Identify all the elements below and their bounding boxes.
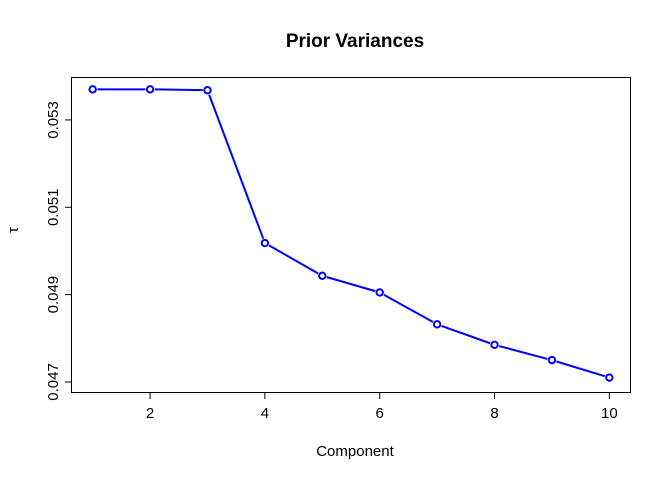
y-tick-label: 0.047 — [45, 363, 62, 401]
x-tick-label: 4 — [261, 405, 269, 422]
y-axis: 0.047 0.049 0.051 0.053 — [45, 101, 72, 401]
y-tick-label: 0.053 — [45, 101, 62, 139]
x-axis: 2 4 6 8 10 — [146, 392, 618, 422]
series-segment — [326, 276, 376, 293]
data-point — [605, 373, 614, 382]
series-segment — [498, 345, 548, 360]
data-point — [490, 340, 499, 350]
x-tick-label: 8 — [490, 405, 498, 422]
series-segment — [383, 293, 434, 323]
x-axis-label: Component — [316, 443, 394, 460]
chart-title: Prior Variances — [286, 31, 424, 52]
x-tick-label: 10 — [601, 405, 618, 422]
series-segment — [441, 324, 491, 345]
y-tick-label: 0.049 — [45, 276, 62, 314]
data-point — [203, 86, 212, 95]
data-point — [260, 238, 270, 248]
plot-frame — [71, 77, 631, 393]
data-point — [318, 271, 327, 281]
x-tick-label: 2 — [146, 405, 154, 422]
data-point — [88, 85, 97, 94]
series-segment — [208, 94, 265, 240]
series-group — [88, 85, 614, 382]
series-segment — [556, 360, 606, 378]
data-point — [547, 355, 557, 365]
series-segment — [154, 88, 203, 92]
y-axis-label: τ — [5, 227, 22, 233]
y-tick-label: 0.051 — [45, 188, 62, 226]
data-point — [375, 288, 384, 297]
data-point — [145, 85, 155, 94]
x-tick-label: 6 — [376, 405, 384, 422]
data-point — [432, 320, 442, 329]
series-segment — [268, 244, 319, 275]
